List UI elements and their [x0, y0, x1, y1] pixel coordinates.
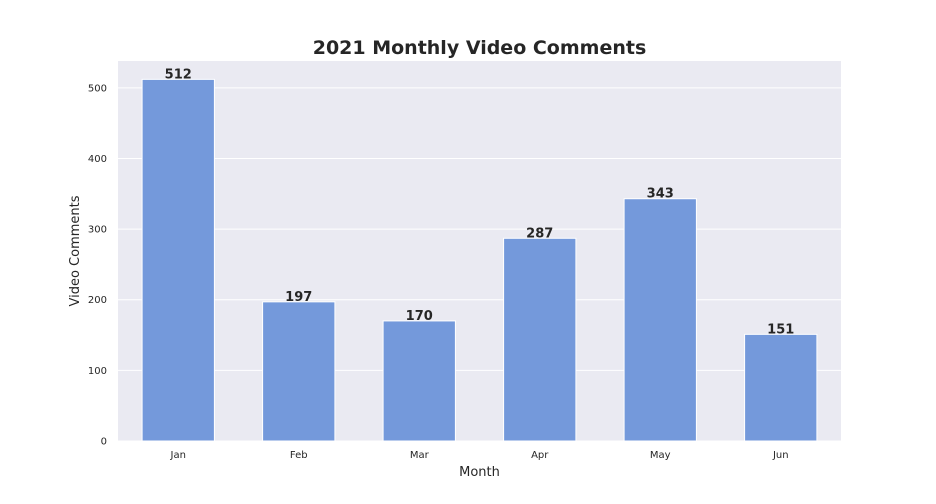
value-label-mar: 170: [406, 309, 433, 324]
y-tick-label: 200: [88, 295, 107, 306]
bar-mar: [382, 320, 456, 442]
y-tick-label: 500: [88, 83, 107, 94]
x-axis-ticks: Jan Feb Mar Apr May Jun: [170, 450, 789, 461]
bar-jan: [141, 78, 215, 442]
gridlines: [118, 87, 841, 442]
bar-may: [623, 198, 697, 442]
y-tick-label: 300: [88, 225, 107, 236]
y-tick-label: 400: [88, 154, 107, 165]
x-tick-label-jan: Jan: [170, 450, 186, 461]
x-tick-label-may: May: [650, 450, 671, 461]
y-tick-label: 100: [88, 366, 107, 377]
y-axis-label: Video Comments: [68, 195, 83, 306]
plot-area: [118, 61, 841, 441]
bar-jun: [744, 333, 818, 442]
value-label-apr: 287: [526, 226, 553, 241]
value-label-jun: 151: [767, 322, 794, 337]
value-labels: 512 197 170 287 343 151: [165, 67, 795, 337]
x-tick-label-feb: Feb: [290, 450, 308, 461]
value-label-feb: 197: [285, 290, 312, 305]
y-tick-label: 0: [101, 437, 107, 448]
bar-apr: [503, 237, 577, 442]
chart-title: 2021 Monthly Video Comments: [313, 37, 647, 59]
x-tick-label-jun: Jun: [772, 450, 789, 461]
bars: [141, 78, 818, 442]
x-tick-label-mar: Mar: [410, 450, 430, 461]
value-label-jan: 512: [165, 67, 192, 82]
value-label-may: 343: [647, 187, 674, 202]
x-axis-label: Month: [459, 465, 500, 480]
y-axis-ticks: 0 100 200 300 400 500: [88, 83, 107, 447]
x-tick-label-apr: Apr: [531, 450, 549, 461]
bar-feb: [262, 301, 336, 442]
